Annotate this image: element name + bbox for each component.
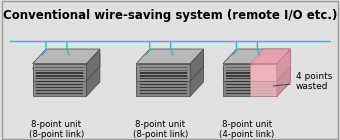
Polygon shape	[33, 68, 86, 96]
Polygon shape	[86, 49, 100, 81]
Bar	[226, 87, 274, 88]
Bar	[226, 90, 274, 91]
Bar	[226, 75, 274, 77]
Bar	[139, 90, 187, 91]
Polygon shape	[33, 49, 100, 64]
Polygon shape	[277, 49, 290, 81]
Polygon shape	[250, 54, 290, 68]
Bar	[36, 81, 83, 82]
Polygon shape	[136, 68, 190, 96]
Polygon shape	[277, 54, 290, 96]
Polygon shape	[223, 54, 290, 68]
Bar	[226, 84, 274, 85]
Polygon shape	[190, 54, 204, 96]
Bar	[139, 81, 187, 82]
Bar	[36, 90, 83, 91]
Bar	[36, 93, 83, 94]
Bar	[139, 75, 187, 77]
Polygon shape	[33, 54, 100, 68]
Bar	[139, 84, 187, 85]
Bar	[139, 93, 187, 94]
Text: (8-point link): (8-point link)	[29, 130, 84, 139]
Bar	[139, 78, 187, 80]
Text: 8-point unit: 8-point unit	[135, 120, 185, 129]
Bar	[36, 75, 83, 77]
Text: (8-point link): (8-point link)	[133, 130, 188, 139]
Polygon shape	[250, 64, 277, 81]
Bar	[139, 87, 187, 88]
Bar	[226, 81, 274, 82]
Text: 8-point unit: 8-point unit	[222, 120, 272, 129]
Polygon shape	[136, 49, 204, 64]
Polygon shape	[86, 54, 100, 96]
Polygon shape	[223, 68, 277, 96]
Bar	[36, 72, 83, 74]
Bar	[36, 87, 83, 88]
Bar	[226, 78, 274, 80]
Polygon shape	[250, 49, 290, 64]
Polygon shape	[190, 49, 204, 81]
Polygon shape	[277, 49, 290, 81]
Polygon shape	[223, 64, 277, 81]
Text: 8-point unit: 8-point unit	[31, 120, 82, 129]
Text: 4 points
wasted: 4 points wasted	[273, 72, 332, 91]
Polygon shape	[277, 54, 290, 96]
Polygon shape	[33, 64, 86, 81]
Bar	[139, 72, 187, 74]
Polygon shape	[136, 54, 204, 68]
Polygon shape	[250, 68, 277, 96]
Polygon shape	[223, 49, 290, 64]
Bar	[36, 78, 83, 80]
Polygon shape	[136, 64, 190, 81]
Bar	[226, 93, 274, 94]
Text: Conventional wire-saving system (remote I/O etc.): Conventional wire-saving system (remote …	[3, 9, 337, 22]
Bar	[36, 84, 83, 85]
Text: (4-point link): (4-point link)	[219, 130, 274, 139]
Bar	[226, 72, 274, 74]
